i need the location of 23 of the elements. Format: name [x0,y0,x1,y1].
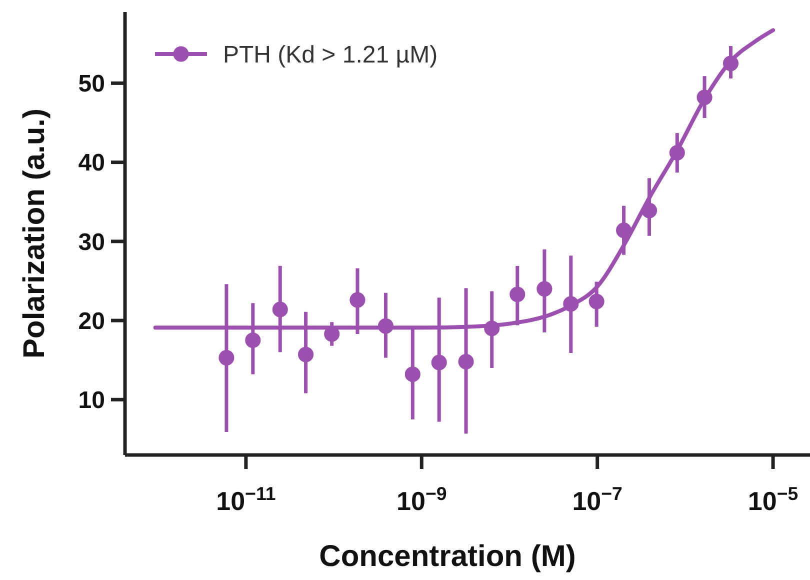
y-tick-label: 40 [78,150,105,177]
y-tick-label: 50 [78,70,105,98]
x-tick-label: 10$^{−9}$ [396,482,447,516]
point [510,286,526,302]
point [616,222,632,238]
point [298,346,314,362]
x-tick-label: 10$^{−7}$ [572,482,622,516]
y-tick-label: 10 [78,387,105,414]
point [404,366,420,382]
point [272,302,288,318]
point [218,350,234,366]
y-axis-title: Polarization (a.u.) [18,108,51,359]
x-tick-label: 10$^{−5}$ [748,482,798,516]
y-tick-label: 30 [78,228,105,256]
y-tick-label: 20 [78,308,105,335]
point [458,354,474,370]
x-axis-title: Concentration (M) [319,540,576,573]
x-tick-label: 10$^{−11}$ [216,482,276,516]
point [588,294,604,310]
point [536,281,552,297]
point [431,354,447,370]
legend-label: PTH (Kd > 1.21 µM) [223,41,438,68]
point [245,332,261,348]
